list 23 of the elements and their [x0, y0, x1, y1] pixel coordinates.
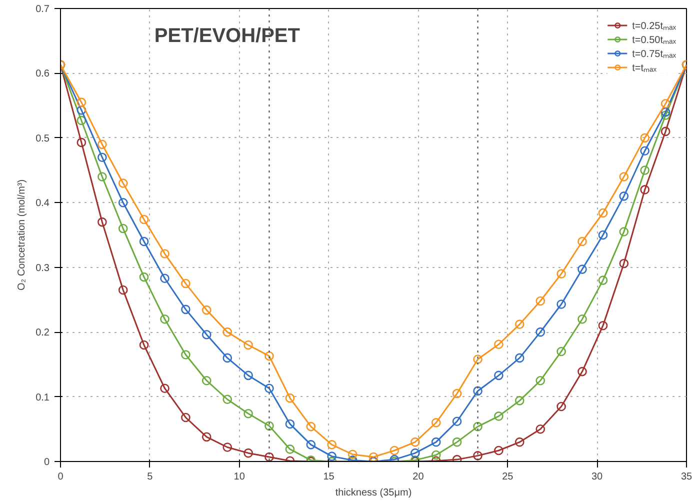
x-tick-label: 15 — [323, 472, 335, 482]
y-tick-label: 0.1 — [36, 392, 50, 404]
legend-label: t=0.25tₘₐₓ — [632, 20, 676, 32]
y-tick-label: 0.4 — [36, 198, 50, 210]
y-tick-label: 0.7 — [36, 4, 50, 15]
y-tick-label: 0.6 — [36, 68, 50, 80]
legend-label: t=0.75tₘₐₓ — [632, 48, 676, 60]
legend-label: t=tₘₐₓ — [632, 62, 657, 74]
x-tick-label: 30 — [592, 472, 604, 482]
y-axis-title: O₂ Concetration (mol/m³) — [16, 179, 28, 291]
x-axis-title: thickness (35μm) — [335, 488, 412, 498]
legend-label: t=0.50tₘₐₓ — [632, 34, 676, 46]
y-tick-label: 0 — [44, 457, 50, 468]
y-tick-label: 0.2 — [36, 328, 50, 339]
x-tick-label: 10 — [234, 472, 246, 482]
x-tick-label: 25 — [502, 472, 514, 482]
x-tick-label: 5 — [147, 472, 154, 482]
x-tick-label: 0 — [58, 472, 64, 482]
x-tick-label: 20 — [412, 472, 424, 482]
y-tick-label: 0.3 — [36, 262, 50, 274]
text: PET/EVOH/PET — [154, 25, 300, 48]
y-tick-label: 0.5 — [36, 133, 50, 144]
x-tick-label: 35 — [680, 472, 692, 482]
